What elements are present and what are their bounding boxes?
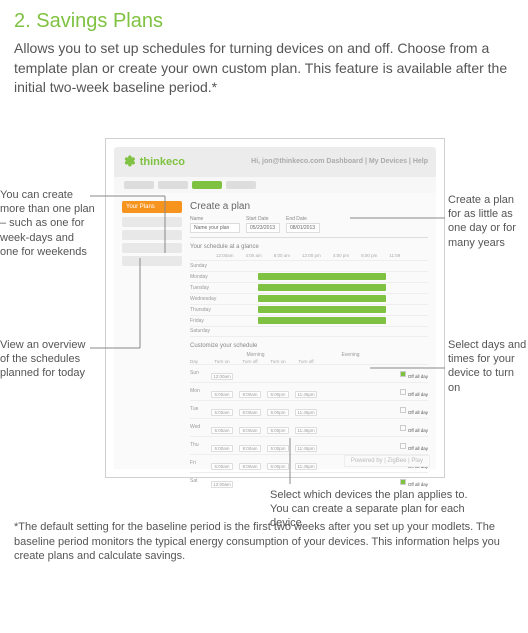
time-select[interactable]: 5:00pm	[267, 427, 289, 434]
sidebar-item[interactable]	[122, 243, 182, 253]
hour-labels: 12:00am4:00 am8:00 am12:00 pm4:00 pm8:00…	[190, 253, 428, 258]
app-window: ✽ thinkeco Hi, jon@thinkeco.com Dashboar…	[105, 138, 445, 478]
day-row: Tuesday	[190, 282, 428, 293]
end-date-field: End Date 08/01/2013	[286, 216, 320, 233]
col-head: Turn on	[264, 359, 292, 364]
time-select[interactable]: 8:00am	[239, 445, 261, 452]
field-label: End Date	[286, 216, 307, 222]
col-head: Turn on	[208, 359, 236, 364]
tab[interactable]	[124, 181, 154, 189]
time-select[interactable]: 8:00am	[239, 409, 261, 416]
day-row: Saturday	[190, 326, 428, 337]
schedule-row: Sun12:00amOff all day	[190, 364, 428, 382]
topbar-links: Hi, jon@thinkeco.com Dashboard | My Devi…	[251, 158, 436, 165]
start-date-field: Start Date 05/23/2013	[246, 216, 280, 233]
time-select[interactable]: 8:00am	[239, 463, 261, 470]
field-label: Name	[190, 216, 203, 222]
time-select[interactable]: 12:00am	[211, 481, 233, 488]
callout-bottom: Select which devices the plan applies to…	[270, 488, 470, 531]
sidebar: Your Plans	[122, 201, 182, 461]
schedule-row: Thu5:00am8:00am5:00pm11:45pmOff all day	[190, 436, 428, 454]
time-select[interactable]: 5:00am	[211, 391, 233, 398]
schedule-row: Wed5:00am8:00am5:00pm11:45pmOff all day	[190, 418, 428, 436]
day-row: Wednesday	[190, 293, 428, 304]
off-all-day-checkbox[interactable]	[400, 407, 406, 413]
glance-label: Your schedule at a glance	[190, 244, 428, 250]
section-heading: 2. Savings Plans	[0, 0, 528, 39]
intro-text: Allows you to set up schedules for turni…	[0, 39, 528, 98]
end-date-input[interactable]: 08/01/2013	[286, 223, 320, 233]
figure: ✽ thinkeco Hi, jon@thinkeco.com Dashboar…	[0, 138, 528, 508]
plan-header: Name Name your plan Start Date 05/23/201…	[190, 216, 428, 238]
callout-top-left: You can create more than one plan – such…	[0, 188, 95, 259]
time-select[interactable]: 8:00am	[239, 427, 261, 434]
name-input[interactable]: Name your plan	[190, 223, 240, 233]
off-all-day-checkbox[interactable]	[400, 443, 406, 449]
col-group: Morning	[208, 352, 303, 358]
time-select[interactable]: 8:00am	[239, 391, 261, 398]
tab[interactable]	[158, 181, 188, 189]
brand-text: thinkeco	[140, 156, 185, 168]
name-field: Name Name your plan	[190, 216, 240, 233]
time-select[interactable]: 5:00pm	[267, 409, 289, 416]
time-select[interactable]: 5:00am	[211, 409, 233, 416]
time-select[interactable]: 5:00pm	[267, 445, 289, 452]
time-select[interactable]: 11:45pm	[295, 409, 317, 416]
col-group: Evening	[303, 352, 398, 358]
time-select[interactable]: 11:45pm	[295, 427, 317, 434]
logo-icon: ✽	[124, 153, 136, 170]
day-row: Friday	[190, 315, 428, 326]
callout-mid-right: Select days and times for your device to…	[448, 338, 528, 395]
day-row: Sunday	[190, 260, 428, 271]
tab-active[interactable]	[192, 181, 222, 189]
time-select[interactable]: 11:45pm	[295, 463, 317, 470]
time-select[interactable]: 11:45pm	[295, 445, 317, 452]
week-overview: SundayMondayTuesdayWednesdayThursdayFrid…	[190, 260, 428, 337]
callout-mid-left: View an overview of the schedules planne…	[0, 338, 95, 381]
time-select[interactable]: 5:00am	[211, 445, 233, 452]
tab-bar	[114, 177, 436, 193]
schedule-table: Morning Evening Day Turn on Turn off Tur…	[190, 352, 428, 490]
main-panel: Create a plan Name Name your plan Start …	[182, 201, 428, 461]
customize-label: Customize your schedule	[190, 343, 428, 349]
sidebar-item[interactable]	[122, 230, 182, 240]
app-topbar: ✽ thinkeco Hi, jon@thinkeco.com Dashboar…	[114, 147, 436, 177]
panel-title: Create a plan	[190, 201, 428, 212]
app-footer: Powered by | ZigBee | Play	[344, 455, 430, 467]
off-all-day-checkbox[interactable]	[400, 371, 406, 377]
sidebar-item[interactable]	[122, 217, 182, 227]
start-date-input[interactable]: 05/23/2013	[246, 223, 280, 233]
field-label: Start Date	[246, 216, 269, 222]
sidebar-button[interactable]: Your Plans	[122, 201, 182, 213]
day-row: Thursday	[190, 304, 428, 315]
sidebar-item[interactable]	[122, 256, 182, 266]
col-head: Day	[190, 359, 208, 364]
time-select[interactable]: 12:00am	[211, 373, 233, 380]
callout-top-right: Create a plan for as little as one day o…	[448, 193, 528, 250]
off-all-day-checkbox[interactable]	[400, 479, 406, 485]
col-head: Turn off	[292, 359, 320, 364]
schedule-row: Tue5:00am8:00am5:00pm11:45pmOff all day	[190, 400, 428, 418]
col-head: Turn off	[236, 359, 264, 364]
schedule-row: Mon5:00am8:00am5:00pm11:45pmOff all day	[190, 382, 428, 400]
time-select[interactable]: 5:00am	[211, 463, 233, 470]
day-row: Monday	[190, 271, 428, 282]
off-all-day-checkbox[interactable]	[400, 425, 406, 431]
time-select[interactable]: 5:00pm	[267, 391, 289, 398]
time-select[interactable]: 5:00am	[211, 427, 233, 434]
time-select[interactable]: 11:45pm	[295, 391, 317, 398]
time-select[interactable]: 5:00pm	[267, 463, 289, 470]
off-all-day-checkbox[interactable]	[400, 389, 406, 395]
tab[interactable]	[226, 181, 256, 189]
